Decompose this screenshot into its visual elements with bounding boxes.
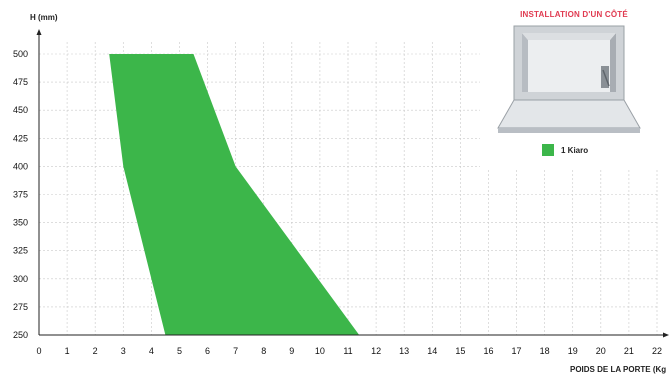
x-tick-label: 11 [343,346,352,356]
x-axis-arrow-icon [663,332,669,338]
x-tick-label: 0 [36,346,41,356]
x-tick-labels: 0 1 2 3 4 5 6 7 8 9 10 11 12 13 14 15 16 17 18 19 20 21 22 [36,346,662,356]
x-tick-label: 5 [177,346,182,356]
y-tick-label: 325 [13,246,28,256]
y-tick-label: 275 [13,302,28,312]
x-tick-label: 9 [289,346,294,356]
x-tick-label: 2 [93,346,98,356]
legend-swatch [542,144,554,156]
y-tick-label: 500 [13,49,28,59]
x-tick-label: 1 [65,346,70,356]
x-axis-title: POIDS DE LA PORTE (Kg [570,365,666,374]
y-tick-label: 400 [13,161,28,171]
load-area [109,54,360,335]
x-tick-label: 17 [512,346,522,356]
x-tick-label: 3 [121,346,126,356]
x-tick-label: 8 [261,346,266,356]
y-tick-label: 300 [13,274,28,284]
x-tick-label: 19 [568,346,578,356]
x-tick-label: 12 [371,346,381,356]
legend-label: 1 Kiaro [561,146,588,155]
inset-title: INSTALLATION D'UN CÔTÉ [520,10,628,19]
y-tick-label: 350 [13,218,28,228]
y-tick-label: 250 [13,330,28,340]
x-tick-label: 13 [399,346,409,356]
x-tick-label: 4 [149,346,154,356]
x-tick-label: 6 [205,346,210,356]
x-tick-label: 22 [652,346,662,356]
x-tick-label: 18 [540,346,550,356]
y-tick-label: 425 [13,133,28,143]
x-tick-label: 7 [233,346,238,356]
x-tick-label: 16 [483,346,493,356]
cabinet-illustration-icon [497,25,641,133]
y-tick-label: 375 [13,190,28,200]
x-tick-label: 20 [596,346,606,356]
y-tick-label: 475 [13,77,28,87]
y-tick-labels: 250 275 300 325 350 375 400 425 450 475 500 [13,49,28,340]
inset-installation: INSTALLATION D'UN CÔTÉ 1 Kiaro [480,0,672,168]
x-tick-label: 15 [455,346,465,356]
x-tick-label: 21 [624,346,634,356]
y-axis-arrow-icon [36,29,42,35]
x-tick-label: 10 [315,346,325,356]
series-area-kiaro [109,54,360,335]
x-tick-label: 14 [427,346,437,356]
y-tick-label: 450 [13,105,28,115]
axes [36,29,669,338]
y-axis-title: H (mm) [30,13,58,22]
